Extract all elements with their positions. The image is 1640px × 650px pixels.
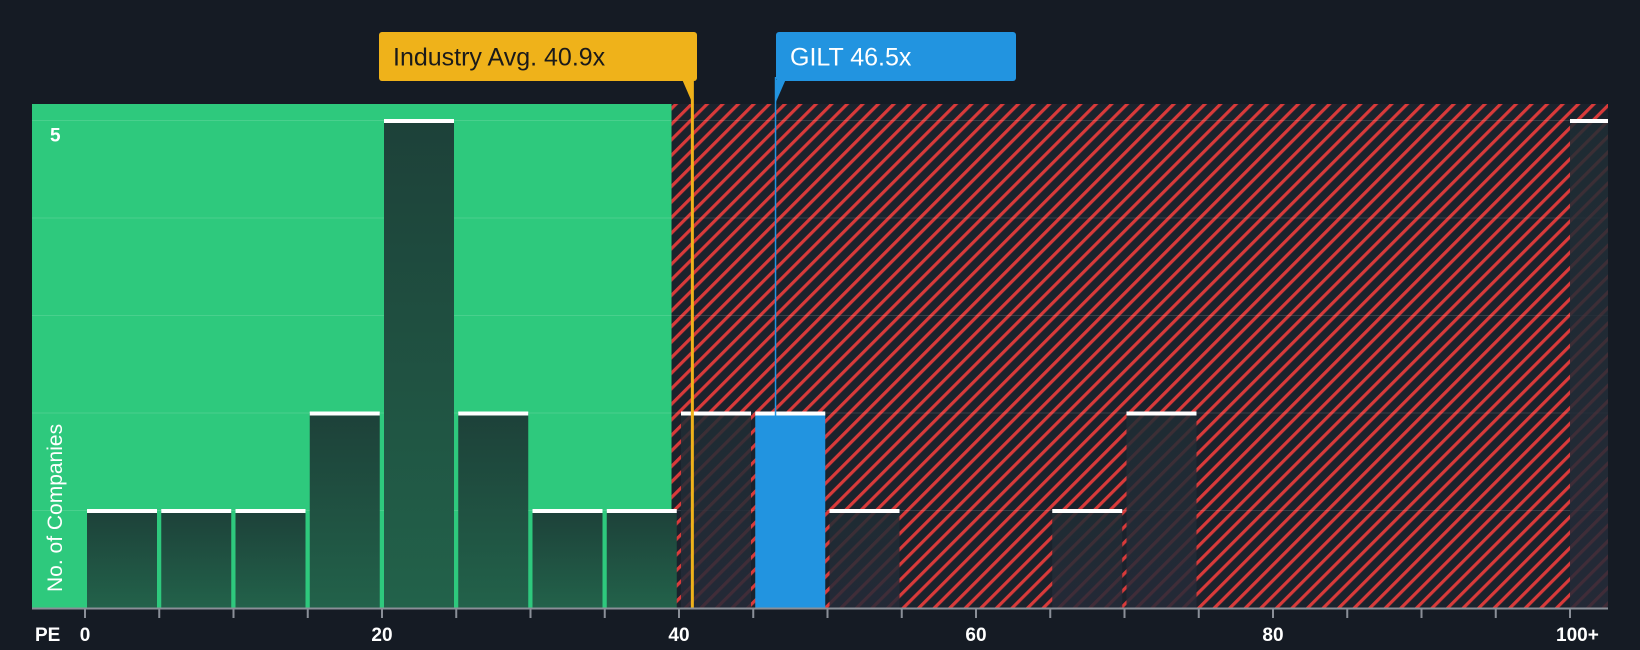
bar-cap xyxy=(1052,509,1123,513)
histogram-bar xyxy=(1052,510,1123,608)
bar-cap xyxy=(458,411,529,416)
histogram-bar xyxy=(309,413,380,608)
industry-average-callout xyxy=(379,32,697,81)
histogram-bar xyxy=(532,510,603,608)
company-bar xyxy=(755,413,826,608)
histogram-bar xyxy=(829,510,900,608)
x-tick-label: 20 xyxy=(371,625,392,646)
x-tick-label: 40 xyxy=(668,625,689,646)
bar-cap xyxy=(161,509,232,513)
bar-cap xyxy=(532,509,603,513)
bar-cap xyxy=(87,509,157,513)
callout-pointer xyxy=(775,80,786,103)
bar-cap xyxy=(309,411,380,416)
x-tick-label: 60 xyxy=(965,625,986,646)
bar-cap xyxy=(1570,119,1608,123)
bar-cap xyxy=(1126,411,1197,416)
x-tick-label: 80 xyxy=(1262,625,1283,646)
histogram-bar xyxy=(384,120,454,608)
industry-average-label: Industry Avg. 40.9x xyxy=(393,44,606,72)
company-pe-callout xyxy=(776,32,1016,81)
x-tick-label: 100+ xyxy=(1556,625,1599,646)
histogram-bar xyxy=(458,413,529,608)
histogram-bar xyxy=(1570,120,1608,608)
callout-pointer xyxy=(682,80,693,103)
x-tick-label: 0 xyxy=(80,625,91,646)
histogram-bar xyxy=(1126,413,1197,608)
bar-cap xyxy=(681,411,751,416)
y-tick-label: 5 xyxy=(50,126,61,147)
histogram-bar xyxy=(235,510,306,608)
y-axis-label: No. of Companies xyxy=(44,424,67,592)
histogram-bar xyxy=(606,510,677,608)
bar-cap xyxy=(235,509,306,513)
bar-cap xyxy=(384,119,454,123)
x-axis-label: PE xyxy=(35,625,60,646)
histogram-bar xyxy=(87,510,157,608)
bar-cap xyxy=(755,411,826,416)
bar-cap xyxy=(606,509,677,513)
company-pe-label: GILT 46.5x xyxy=(790,44,912,72)
bar-cap xyxy=(829,509,900,513)
histogram-bar xyxy=(161,510,232,608)
